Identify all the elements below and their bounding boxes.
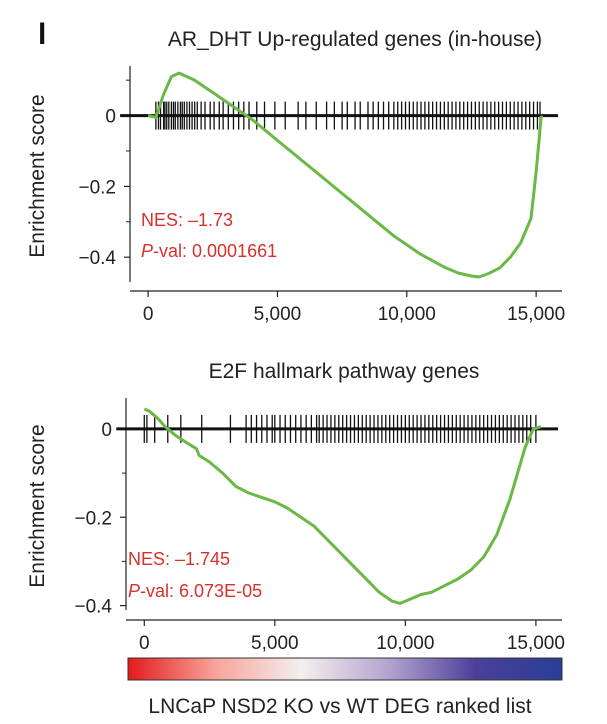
x-tick-label: 10,000 <box>376 633 434 654</box>
chart-2-enrichment-curve <box>143 407 542 605</box>
x-tick-label: 5,000 <box>254 304 302 325</box>
panel-label: l <box>38 18 46 51</box>
chart-1-enrichment-curve <box>147 71 543 279</box>
ranked-list-label: LNCaP NSD2 KO vs WT DEG ranked list <box>148 695 531 718</box>
x-tick-label: 10,000 <box>378 304 436 325</box>
chart-panel-2: E2F hallmark pathway genes Enrichment sc… <box>26 360 565 654</box>
x-tick-label: 5,000 <box>251 633 299 654</box>
chart-1-nes: NES: –1.73 <box>141 210 233 230</box>
y-tick-label: −0.4 <box>78 248 116 269</box>
y-tick-label: −0.2 <box>78 177 116 198</box>
chart-2-y-ticks: 0 −0.2 −0.4 <box>74 420 126 618</box>
y-tick-label: −0.4 <box>74 597 112 618</box>
y-tick-label: −0.2 <box>74 508 112 529</box>
chart-1-ylabel: Enrichment score <box>26 94 49 257</box>
chart-panel-1: AR_DHT Up-regulated genes (in-house) Enr… <box>26 28 565 325</box>
x-tick-label: 0 <box>139 633 150 654</box>
chart-1-title: AR_DHT Up-regulated genes (in-house) <box>168 28 542 51</box>
chart-2-x-ticks: 0 5,000 10,000 15,000 <box>139 620 565 654</box>
chart-1-x-ticks: 0 5,000 10,000 15,000 <box>143 291 565 325</box>
chart-1-y-ticks: 0 −0.2 −0.4 <box>78 79 130 269</box>
chart-2-pval: P-val: 6.073E-05 <box>128 581 262 601</box>
chart-1-pval: P-val: 0.0001661 <box>141 241 277 261</box>
chart-2-title: E2F hallmark pathway genes <box>209 360 480 383</box>
x-tick-label: 15,000 <box>507 633 565 654</box>
ranked-list-colorbar <box>127 657 563 681</box>
chart-2-ylabel: Enrichment score <box>26 424 49 587</box>
y-tick-label: 0 <box>105 107 116 128</box>
y-tick-label: 0 <box>101 420 112 441</box>
chart-2-nes: NES: –1.745 <box>128 549 230 569</box>
x-tick-label: 0 <box>143 304 154 325</box>
x-tick-label: 15,000 <box>507 304 565 325</box>
